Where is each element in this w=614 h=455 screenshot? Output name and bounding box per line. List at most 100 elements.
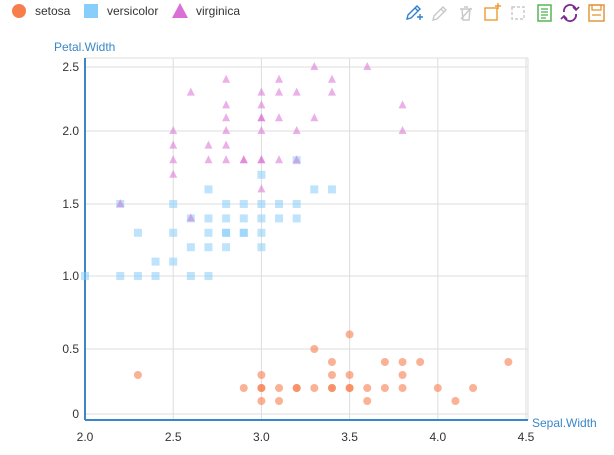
virginica-point (169, 169, 178, 178)
setosa-point (398, 384, 407, 392)
x-tick-label: 3.5 (341, 430, 358, 444)
virginica-point (257, 184, 266, 193)
setosa-point (257, 397, 266, 405)
virginica-point (292, 87, 301, 96)
toolbox (406, 3, 605, 22)
brush-keep-icon[interactable] (432, 6, 447, 21)
virginica-point (275, 155, 284, 164)
versicolor-point (257, 170, 266, 179)
y-tick-label: 2.5 (62, 60, 79, 74)
y-tick-label: 0.5 (62, 342, 79, 356)
versicolor-point (204, 185, 213, 194)
sheet-shape (537, 4, 552, 22)
data-view-icon[interactable] (537, 4, 552, 22)
setosa-point (257, 384, 266, 392)
brush-tool-icon[interactable] (406, 5, 423, 20)
grid (84, 57, 529, 420)
legend-item-versicolor[interactable]: versicolor (84, 4, 158, 18)
legend-item-setosa[interactable]: setosa (12, 4, 71, 18)
y-tick-label: 1.5 (62, 197, 79, 211)
rect-shape (484, 7, 498, 21)
setosa-point (451, 397, 460, 405)
virginica-point (310, 113, 319, 122)
versicolor-point (222, 200, 231, 208)
virginica-point (310, 62, 319, 70)
virginica-point (186, 213, 195, 222)
save-image-icon[interactable] (588, 4, 605, 22)
virginica-point (327, 87, 336, 96)
virginica-point (275, 113, 284, 122)
zoom-reset-icon[interactable] (511, 6, 525, 20)
x-tick-label: 2.5 (165, 430, 182, 444)
versicolor-point (133, 272, 142, 280)
versicolor-point (222, 243, 231, 252)
legend-label: setosa (35, 4, 71, 18)
setosa-point (133, 371, 142, 379)
y-tick-label: 2.0 (62, 124, 79, 138)
x-tick-label: 4.5 (518, 430, 535, 444)
restore-icon[interactable] (560, 4, 580, 22)
setosa-point (310, 345, 319, 353)
versicolor-point (310, 185, 319, 194)
virginica-point (222, 100, 231, 109)
virginica-point (204, 155, 213, 164)
virginica-point (257, 155, 266, 164)
y-tick-label: 0 (72, 407, 79, 421)
versicolor-point (292, 214, 301, 223)
versicolor-point (275, 200, 284, 208)
slash-shape (460, 7, 472, 20)
setosa-point (327, 384, 336, 392)
versicolor-point (257, 243, 266, 252)
versicolor-point (204, 214, 213, 223)
virginica-point (275, 74, 284, 83)
virginica-point (222, 140, 231, 149)
versicolor-point (186, 243, 195, 252)
virginica-point (222, 155, 231, 164)
axes: 0 0.5 1.0 1.5 2.0 2.5 2.0 2.5 3.0 3.5 4.0 4.5 (62, 58, 535, 444)
arc-shape (563, 4, 577, 22)
y-tick-label: 1.0 (62, 269, 79, 283)
legend-triangle-icon (172, 3, 188, 18)
setosa-point (504, 358, 513, 366)
plus-shape (417, 14, 423, 20)
brush-clear-icon[interactable] (460, 6, 472, 21)
setosa-point (310, 384, 319, 392)
virginica-point (363, 62, 372, 70)
setosa-point (398, 371, 407, 379)
versicolor-point (151, 272, 160, 280)
virginica-point (292, 155, 301, 164)
plus-shape (495, 3, 501, 9)
x-axis-title: Sepal.Width (532, 416, 597, 430)
setosa-point (433, 384, 442, 392)
setosa-point (363, 384, 372, 392)
versicolor-point (239, 214, 248, 223)
versicolor-point (327, 185, 336, 194)
versicolor-point (222, 214, 231, 223)
versicolor-point (204, 243, 213, 252)
y-axis-title: Petal.Width (54, 40, 115, 54)
virginica-point (169, 155, 178, 164)
data-points (81, 62, 513, 405)
pencil-shape (406, 5, 421, 20)
virginica-point (292, 126, 301, 134)
versicolor-point (239, 228, 248, 237)
series-virginica (116, 62, 407, 222)
setosa-point (239, 384, 248, 392)
setosa-point (327, 358, 336, 366)
arrowheads-shape (560, 6, 580, 20)
virginica-point (398, 100, 407, 109)
virginica-point (239, 155, 248, 164)
x-tick-label: 3.0 (253, 430, 270, 444)
legend-item-virginica[interactable]: virginica (172, 3, 240, 18)
versicolor-point (222, 228, 231, 237)
setosa-point (257, 371, 266, 379)
setosa-point (380, 384, 389, 392)
rect-select-icon[interactable] (484, 3, 501, 21)
x-tick-label: 4.0 (429, 430, 446, 444)
legend: setosa versicolor virginica (12, 3, 240, 18)
versicolor-point (133, 228, 142, 237)
versicolor-point (257, 200, 266, 208)
virginica-point (327, 74, 336, 83)
setosa-point (380, 358, 389, 366)
